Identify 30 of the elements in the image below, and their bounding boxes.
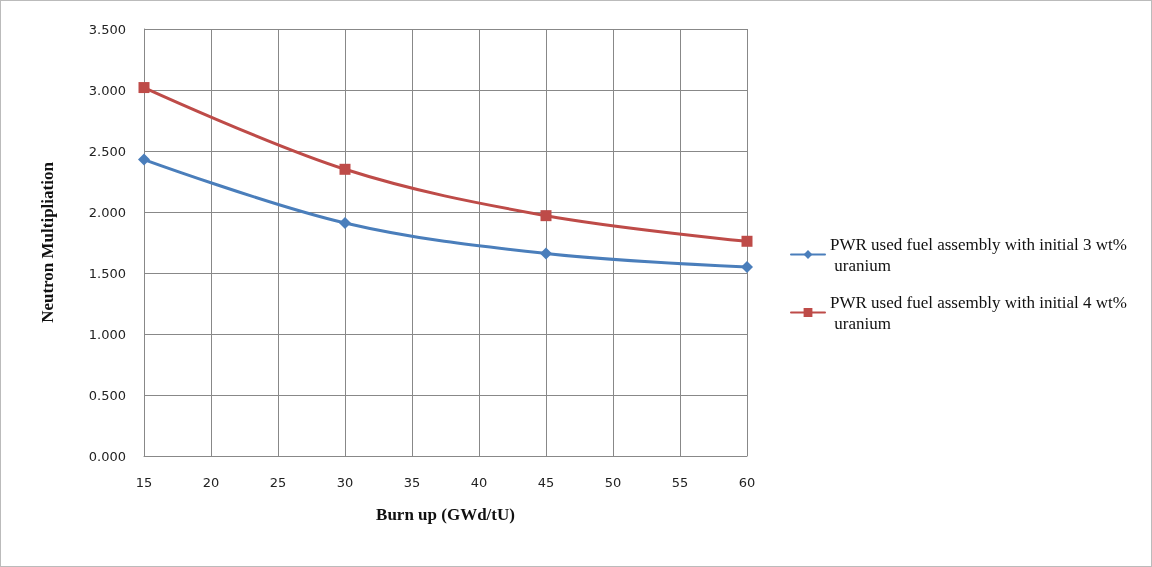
y-tick-label: 0.500 — [88, 387, 126, 403]
y-tick-label: 3.000 — [88, 82, 126, 98]
point — [741, 260, 753, 273]
x-tick-label: 35 — [403, 475, 421, 490]
x-tick-label: 60 — [738, 475, 756, 490]
x-tick-label: 20 — [202, 475, 220, 490]
point — [540, 247, 552, 260]
point — [741, 235, 753, 247]
y-tick-label: 0.000 — [88, 448, 126, 464]
legend-label: PWR used fuel assembly with initial 3 wt% uranium — [830, 234, 1127, 275]
x-tick-label: 45 — [537, 475, 555, 490]
y-tick-label: 1.000 — [88, 326, 126, 342]
x-tick-label: 15 — [135, 475, 153, 490]
point — [540, 210, 552, 222]
y-tick-label: 3.500 — [88, 21, 126, 37]
y-axis-title: Neutron Multipliation — [38, 161, 57, 323]
x-tick-label: 40 — [470, 475, 488, 490]
point — [138, 82, 150, 94]
point — [339, 163, 351, 175]
legend-label: PWR used fuel assembly with initial 4 wt% uranium — [830, 292, 1127, 333]
point — [339, 216, 351, 229]
y-tick-label: 2.000 — [88, 204, 126, 220]
x-tick-label: 50 — [604, 475, 622, 490]
y-tick-label: 2.500 — [88, 143, 126, 159]
point — [138, 153, 150, 166]
x-axis-title: Burn up (GWd/tU) — [376, 505, 515, 524]
x-tick-label: 55 — [671, 475, 689, 490]
y-tick-label: 1.500 — [88, 265, 126, 281]
x-tick-label: 25 — [269, 475, 287, 490]
x-tick-label: 30 — [336, 475, 354, 490]
